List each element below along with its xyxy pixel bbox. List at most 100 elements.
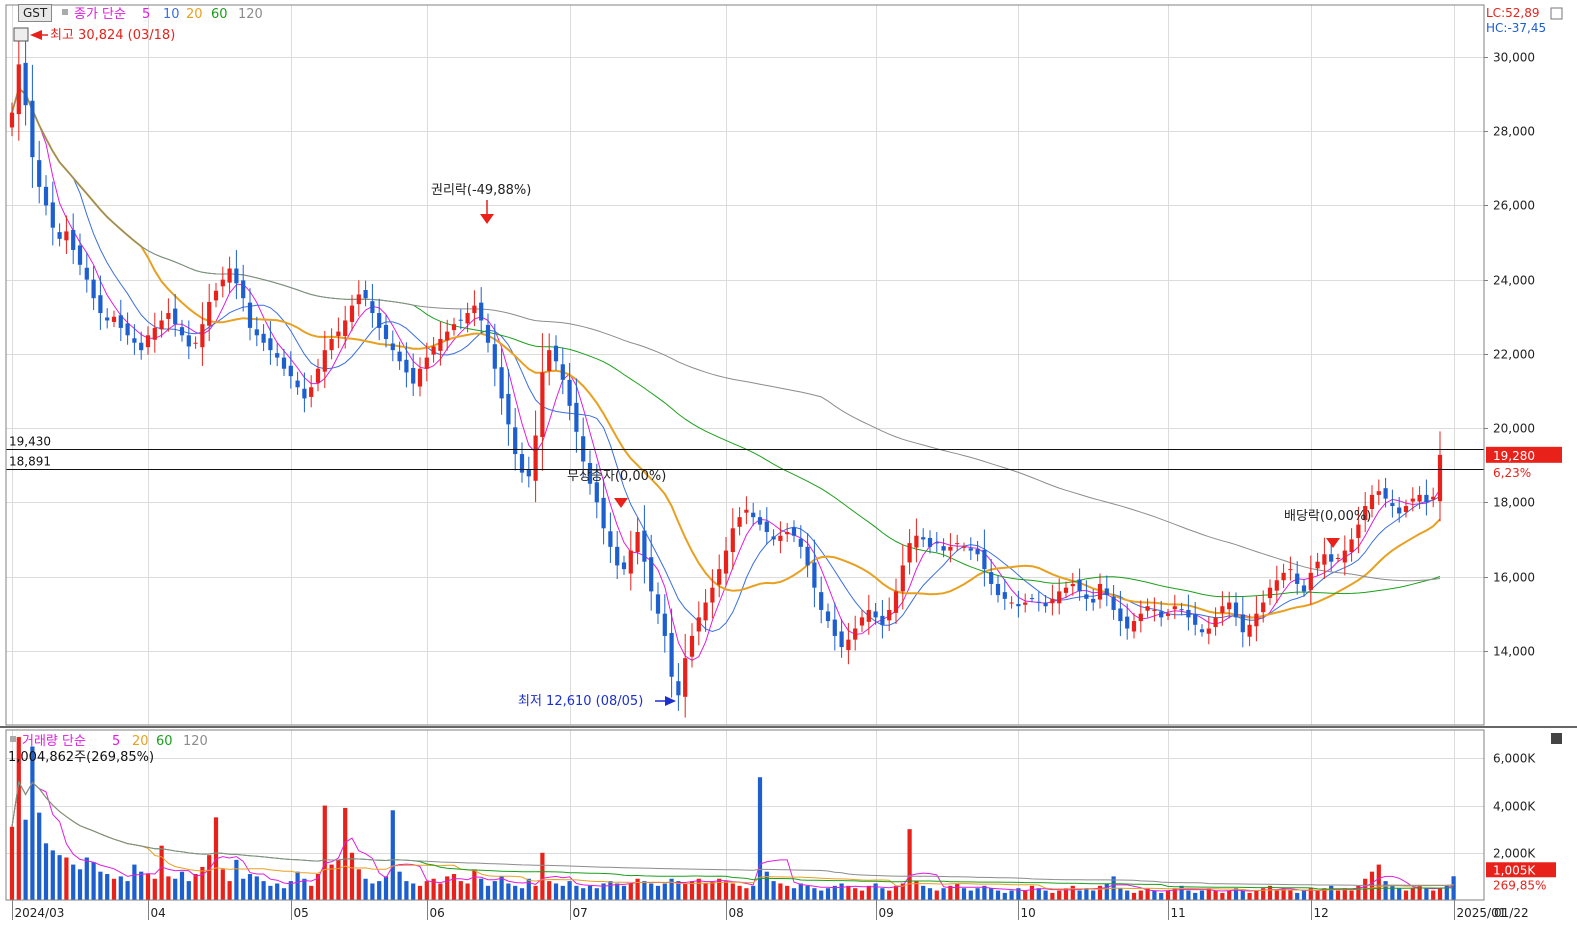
volume-bar xyxy=(1091,890,1096,900)
volume-bar xyxy=(152,878,157,900)
candle xyxy=(57,223,62,247)
volume-tick-label: 4,000K xyxy=(1493,800,1536,814)
candle xyxy=(574,378,579,453)
volume-bar xyxy=(723,881,729,900)
candle-body xyxy=(499,367,504,399)
volume-bar xyxy=(649,883,654,900)
volume-bar xyxy=(717,878,722,900)
volume-ma20-line xyxy=(11,780,1454,891)
candle-body xyxy=(1342,550,1347,563)
volume-bar xyxy=(1070,885,1075,900)
volume-bar xyxy=(1403,890,1409,900)
candle xyxy=(900,544,905,610)
volume-bar xyxy=(16,737,21,900)
candle-body xyxy=(608,531,613,547)
volume-bar xyxy=(594,888,599,900)
volume-bar xyxy=(989,888,994,900)
candle-body xyxy=(839,631,844,648)
candle-body xyxy=(227,268,232,283)
candle xyxy=(43,175,49,216)
volume-bar xyxy=(1431,890,1436,900)
candle-body xyxy=(1376,491,1381,495)
volume-bar xyxy=(581,888,586,900)
candle-layer xyxy=(9,33,1443,718)
volume-bar xyxy=(349,852,355,900)
volume-bar xyxy=(805,885,810,900)
candle-body xyxy=(315,368,321,383)
volume-bar xyxy=(1240,890,1245,900)
candle xyxy=(1295,561,1300,595)
dividend-annotation: 배당락(0,00%) xyxy=(1284,509,1371,524)
candle xyxy=(417,357,423,397)
candle-body xyxy=(98,295,103,314)
volume-bar xyxy=(1043,890,1048,900)
candle xyxy=(791,520,797,543)
candle-body xyxy=(23,62,28,106)
candle xyxy=(247,288,253,341)
volume-bar xyxy=(329,864,334,900)
candle-body xyxy=(193,342,198,344)
candle-body xyxy=(961,546,967,548)
candle xyxy=(880,599,885,639)
candle xyxy=(254,316,259,347)
volume-bar xyxy=(397,871,402,900)
candle xyxy=(1023,593,1028,613)
candle xyxy=(479,287,484,334)
volume-bar xyxy=(1165,890,1171,900)
candle xyxy=(1288,556,1293,581)
volume-tick-label: 2,000K xyxy=(1493,847,1536,861)
candle xyxy=(683,633,688,718)
candle xyxy=(1410,487,1415,512)
volume-bar xyxy=(1179,885,1184,900)
candle xyxy=(1077,568,1082,601)
candle xyxy=(907,529,912,575)
low-annotation: 최저 12,610 (08/05) xyxy=(518,694,643,709)
candle-body xyxy=(968,548,973,551)
candle xyxy=(84,252,89,293)
candle xyxy=(1342,535,1347,576)
candle xyxy=(1376,479,1381,505)
candle-body xyxy=(1383,488,1388,499)
price-legend-label: 종가 단순 xyxy=(74,7,126,22)
volume-bar xyxy=(145,874,151,900)
volume-bar xyxy=(492,881,497,900)
candle xyxy=(465,302,470,333)
candle-body xyxy=(989,572,994,584)
candle xyxy=(846,623,851,665)
volume-bar xyxy=(819,890,824,900)
volume-bar xyxy=(84,857,89,900)
candle-body xyxy=(1349,539,1354,553)
candle xyxy=(689,623,695,668)
volume-bar xyxy=(764,871,769,900)
volume-bar xyxy=(683,883,688,900)
candle xyxy=(1131,612,1137,639)
volume-bar xyxy=(710,881,715,900)
price-tick-label: 26,000 xyxy=(1493,199,1535,213)
candle xyxy=(193,336,198,349)
candle xyxy=(343,305,348,349)
candle xyxy=(37,140,42,204)
candle-body xyxy=(186,335,191,347)
candle-body xyxy=(1023,602,1028,605)
candle-body xyxy=(1077,579,1082,592)
volume-bar xyxy=(1356,885,1361,900)
candle-body xyxy=(309,387,314,397)
volume-bar xyxy=(1206,888,1211,900)
candle-body xyxy=(601,497,606,529)
candle xyxy=(553,335,559,371)
volume-bar xyxy=(37,812,42,900)
volume-bar xyxy=(737,885,742,900)
candle-body xyxy=(513,427,518,455)
candle xyxy=(349,294,355,332)
stock-code-button[interactable]: GST xyxy=(18,4,53,22)
volume-bar xyxy=(159,845,164,900)
volume-legend-period: 20 xyxy=(132,734,149,749)
volume-bar xyxy=(363,878,368,900)
candle xyxy=(853,615,858,651)
volume-last-day-text: 1,004,862주(269,85%) xyxy=(8,750,154,765)
candle-body xyxy=(703,602,708,621)
candle-body xyxy=(438,339,443,351)
volume-bar xyxy=(322,805,327,900)
candle xyxy=(77,233,83,276)
candle xyxy=(458,309,463,330)
